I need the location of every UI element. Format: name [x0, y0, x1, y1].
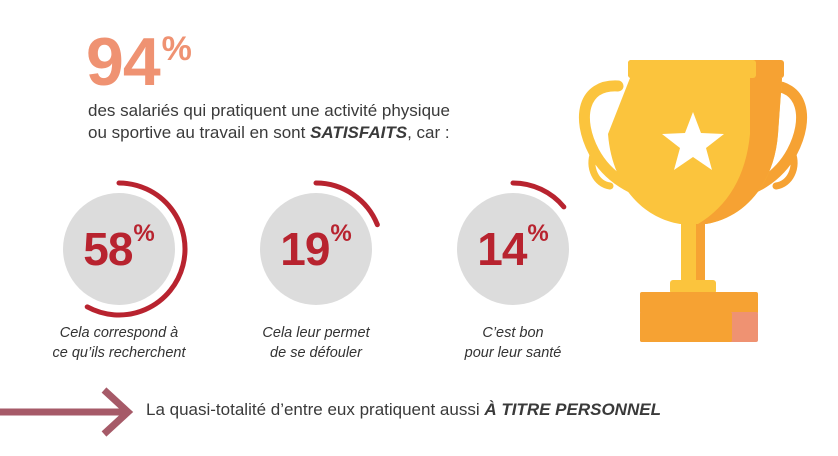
- stat-caption-1-line-2: ce qu’ils recherchent: [52, 345, 186, 361]
- lead-line-2-prefix: ou sportive au travail en sont: [88, 123, 311, 142]
- stat-circle-2: 19%: [241, 174, 391, 324]
- stat-value-1: 58: [83, 223, 133, 275]
- stat-ring-1: [63, 180, 188, 318]
- trophy-icon: [578, 56, 808, 356]
- stat-caption-2: Cela leur permet de se défouler: [206, 323, 426, 363]
- bottom-statement: La quasi-totalité d’entre eux pratiquent…: [146, 400, 826, 420]
- stat-caption-1: Cela correspond à ce qu’ils recherchent: [9, 323, 229, 363]
- stat-disc-1: [63, 193, 175, 305]
- stat-arc-2: [313, 180, 380, 228]
- stat-caption-3-line-1: C’est bon: [482, 325, 544, 341]
- stat-caption-2-line-2: de se défouler: [270, 345, 362, 361]
- stat-value-2: 19: [280, 223, 330, 275]
- star-icon: [662, 112, 724, 170]
- stat-caption-2-line-1: Cela leur permet: [262, 325, 370, 341]
- stat-disc-2: [260, 193, 372, 305]
- stat-circle-3: 14%: [438, 174, 588, 324]
- stat-caption-3: C’est bon pour leur santé: [403, 323, 623, 363]
- lead-line-1: des salariés qui pratiquent une activité…: [88, 101, 450, 120]
- stat-disc-3: [457, 193, 569, 305]
- stat-unit-3: %: [527, 220, 549, 247]
- stat-circle-1: 58%: [44, 174, 194, 324]
- arrow-right-icon: [0, 384, 140, 440]
- stat-ring-2: [260, 180, 380, 305]
- lead-text: des salariés qui pratiquent une activité…: [88, 100, 568, 144]
- headline-value: 94: [86, 24, 161, 100]
- headline-unit: %: [161, 30, 192, 68]
- stat-unit-2: %: [330, 220, 352, 247]
- stat-arc-3: [510, 180, 567, 210]
- stat-value-3: 14: [477, 223, 527, 275]
- headline-stat: 94%: [86, 28, 246, 108]
- stat-unit-1: %: [133, 220, 155, 247]
- stat-arc-1: [84, 180, 188, 318]
- stat-caption-1-line-1: Cela correspond à: [59, 325, 179, 341]
- stat-ring-3: [457, 180, 569, 305]
- bottom-prefix: La quasi-totalité d’entre eux pratiquent…: [146, 400, 485, 419]
- lead-emphasis: SATISFAITS: [310, 123, 408, 142]
- lead-line-2: ou sportive au travail en sont SATISFAIT…: [88, 122, 568, 144]
- stat-caption-3-line-2: pour leur santé: [464, 345, 562, 361]
- lead-line-2-suffix: , car :: [407, 123, 450, 142]
- bottom-emphasis: À TITRE PERSONNEL: [484, 400, 661, 419]
